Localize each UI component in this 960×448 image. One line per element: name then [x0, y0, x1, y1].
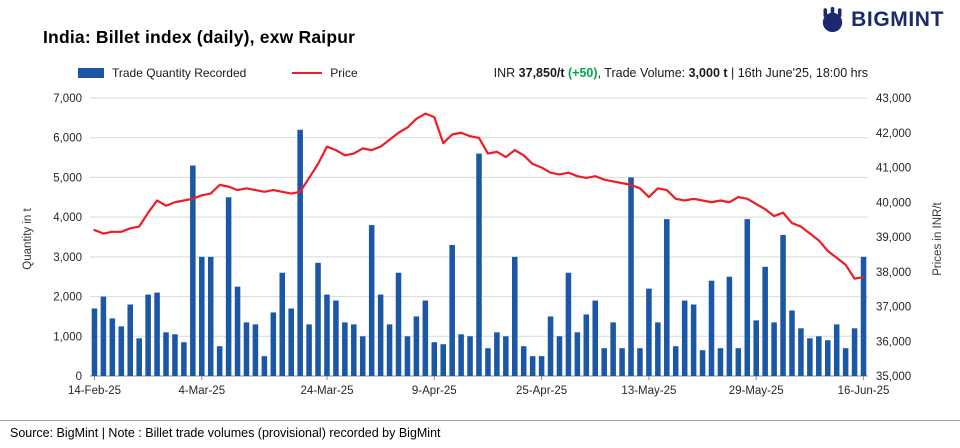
price-prefix: INR [493, 66, 519, 80]
bigmint-logo-text: BIGMINT [851, 7, 944, 31]
svg-text:38,000: 38,000 [876, 267, 911, 279]
legend-item-quantity: Trade Quantity Recorded [78, 66, 246, 80]
svg-text:36,000: 36,000 [876, 336, 911, 348]
info-separator: , [597, 66, 605, 80]
svg-text:14-Feb-25: 14-Feb-25 [68, 385, 121, 397]
bigmint-logo-icon [822, 6, 843, 33]
svg-text:43,000: 43,000 [876, 93, 911, 105]
svg-text:25-Apr-25: 25-Apr-25 [516, 385, 567, 397]
legend-label-quantity: Trade Quantity Recorded [112, 66, 247, 80]
legend-label-price: Price [330, 66, 358, 80]
svg-text:13-May-25: 13-May-25 [621, 385, 676, 397]
right-axis-title: Prices in INR/t [932, 202, 944, 276]
price-info: INR 37,850/t (+50), Trade Volume: 3,000 … [494, 66, 868, 80]
svg-text:6,000: 6,000 [53, 133, 82, 145]
volume-value: 3,000 t [688, 66, 728, 80]
svg-text:9-Apr-25: 9-Apr-25 [412, 385, 457, 397]
line-swatch-icon [292, 71, 323, 75]
price-change: (+50) [564, 66, 598, 80]
svg-text:39,000: 39,000 [876, 232, 911, 244]
svg-text:4,000: 4,000 [53, 212, 82, 224]
svg-text:40,000: 40,000 [876, 197, 911, 209]
source-note: Source: BigMint | Note : Billet trade vo… [0, 420, 960, 448]
left-axis-title: Quantity in t [22, 208, 34, 270]
legend: Trade Quantity Recorded Price [78, 66, 404, 80]
svg-text:5,000: 5,000 [53, 172, 82, 184]
svg-text:16-Jun-25: 16-Jun-25 [838, 385, 890, 397]
legend-item-price: Price [292, 66, 358, 80]
svg-text:2,000: 2,000 [53, 292, 82, 304]
info-timestamp: | 16th June'25, 18:00 hrs [727, 66, 868, 80]
billet-chart-svg: 0 1,000 2,000 3,000 4,000 5,000 6,000 7,000 35,0… [53, 93, 911, 397]
svg-text:3,000: 3,000 [53, 252, 82, 264]
svg-text:42,000: 42,000 [876, 128, 911, 140]
chart-canvas: 0 1,000 2,000 3,000 4,000 5,000 6,000 7,000 35,0… [0, 86, 960, 418]
svg-text:4-Mar-25: 4-Mar-25 [178, 385, 225, 397]
svg-text:1,000: 1,000 [53, 331, 82, 343]
page-title: India: Billet index (daily), exw Raipur [43, 27, 356, 47]
volume-label: Trade Volume: [604, 66, 689, 80]
legend-row: Trade Quantity Recorded Price INR 37,850… [0, 66, 960, 80]
svg-text:35,000: 35,000 [876, 371, 911, 383]
svg-text:37,000: 37,000 [876, 302, 911, 314]
svg-text:24-Mar-25: 24-Mar-25 [300, 385, 353, 397]
svg-text:29-May-25: 29-May-25 [729, 385, 784, 397]
svg-text:0: 0 [76, 371, 82, 383]
svg-text:41,000: 41,000 [876, 163, 911, 175]
svg-text:7,000: 7,000 [53, 93, 82, 105]
bar-swatch-icon [78, 68, 104, 78]
price-value: 37,850/t [518, 66, 565, 80]
bigmint-logo: BIGMINT [819, 6, 944, 33]
